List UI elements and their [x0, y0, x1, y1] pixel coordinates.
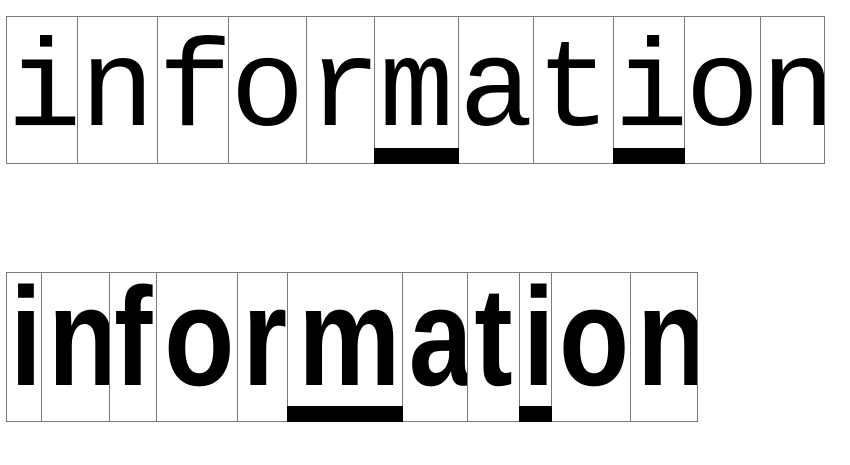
letter-cell-9: i	[519, 272, 552, 422]
letter-glyph: o	[559, 272, 630, 415]
letter-glyph: o	[685, 23, 760, 163]
letter-glyph: m	[298, 272, 401, 415]
letter-cell-7: a	[458, 16, 534, 164]
letter-glyph: n	[761, 31, 824, 155]
letter-glyph: i	[614, 23, 685, 163]
letter-glyph: t	[536, 23, 611, 163]
letter-glyph: m	[379, 23, 454, 163]
letter-glyph: i	[522, 272, 552, 415]
letter-glyph: i	[7, 23, 78, 163]
letter-glyph: f	[158, 23, 229, 163]
letter-cell-10: o	[684, 16, 761, 164]
letter-cell-8: t	[533, 16, 614, 164]
letter-cell-11: n	[760, 16, 825, 164]
letter-glyph: f	[114, 272, 153, 415]
letter-cell-3: f	[109, 272, 157, 422]
letter-glyph: r	[242, 272, 288, 415]
letter-glyph: r	[307, 23, 375, 163]
letter-cell-2: n	[41, 272, 110, 422]
letter-cell-10: o	[551, 272, 631, 422]
letter-cell-11: n	[630, 272, 698, 422]
letter-glyph: t	[474, 272, 513, 415]
letter-cell-4: o	[156, 272, 238, 422]
highlight-bar-i	[519, 406, 552, 422]
letter-glyph: n	[80, 23, 155, 163]
letter-cell-5: r	[237, 272, 288, 422]
letter-cell-5: r	[306, 16, 375, 164]
letter-glyph: n	[48, 273, 109, 407]
letter-cell-1: i	[6, 272, 42, 422]
letter-cell-3: f	[157, 16, 229, 164]
letter-cell-1: i	[6, 16, 78, 164]
letter-cell-6: m	[287, 272, 403, 422]
highlight-bar-m	[287, 406, 403, 422]
highlight-bar-m	[374, 148, 459, 164]
letter-cell-8: t	[467, 272, 520, 422]
letter-cell-4: o	[228, 16, 307, 164]
letter-glyph: i	[10, 272, 42, 415]
letter-glyph: o	[230, 23, 305, 163]
letter-cell-9: i	[613, 16, 685, 164]
letter-glyph: o	[164, 272, 235, 415]
letter-cell-7: a	[402, 272, 468, 422]
highlight-bar-i	[613, 148, 685, 164]
letter-glyph: a	[459, 23, 534, 163]
letter-cell-6: m	[374, 16, 459, 164]
letter-glyph: n	[637, 273, 697, 407]
letter-glyph: a	[408, 272, 468, 415]
letter-cell-2: n	[77, 16, 158, 164]
